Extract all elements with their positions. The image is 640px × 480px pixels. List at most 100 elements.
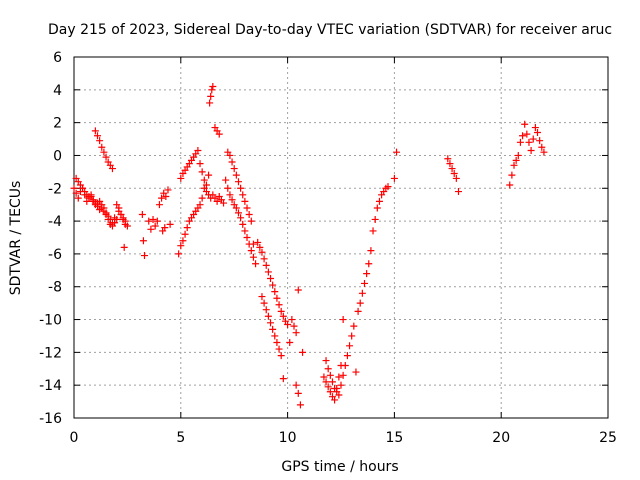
data-point bbox=[198, 168, 206, 176]
data-point bbox=[228, 158, 236, 166]
data-point bbox=[269, 325, 277, 333]
data-point bbox=[198, 194, 206, 202]
data-point bbox=[367, 247, 375, 255]
plot-frame bbox=[73, 56, 609, 419]
data-point bbox=[354, 307, 362, 315]
data-point bbox=[247, 217, 255, 225]
data-point bbox=[279, 312, 287, 320]
data-point bbox=[337, 381, 345, 389]
data-point bbox=[273, 339, 281, 347]
data-point bbox=[166, 220, 174, 228]
data-point bbox=[91, 127, 99, 135]
data-point bbox=[326, 388, 334, 396]
data-point bbox=[228, 196, 236, 204]
data-point bbox=[237, 184, 245, 192]
data-point bbox=[262, 261, 270, 269]
data-point bbox=[348, 332, 356, 340]
data-point bbox=[292, 381, 300, 389]
data-point bbox=[230, 165, 238, 173]
data-point bbox=[249, 253, 257, 261]
data-point bbox=[335, 373, 343, 381]
data-point bbox=[299, 348, 307, 356]
data-point bbox=[331, 396, 339, 404]
x-axis-label: GPS time / hours bbox=[281, 459, 398, 475]
data-point bbox=[93, 202, 101, 210]
data-point bbox=[113, 215, 121, 223]
data-point bbox=[356, 299, 364, 307]
data-point bbox=[209, 83, 217, 91]
data-point bbox=[241, 227, 249, 235]
data-point bbox=[294, 389, 302, 397]
data-point bbox=[164, 186, 172, 194]
data-point bbox=[226, 191, 234, 199]
data-point bbox=[200, 176, 208, 184]
chart-title: Day 215 of 2023, Sidereal Day-to-day VTE… bbox=[48, 22, 612, 38]
y-tick-label: -2 bbox=[48, 181, 62, 197]
data-point bbox=[258, 293, 266, 301]
data-point bbox=[375, 197, 383, 205]
data-point bbox=[254, 238, 262, 246]
data-point bbox=[262, 306, 270, 314]
x-tick-label: 10 bbox=[279, 430, 297, 446]
data-point bbox=[446, 160, 454, 168]
data-point bbox=[267, 275, 275, 283]
data-point bbox=[352, 368, 360, 376]
data-point bbox=[237, 214, 245, 222]
data-point bbox=[322, 378, 330, 386]
data-point bbox=[363, 270, 371, 278]
data-point bbox=[155, 201, 163, 209]
data-point bbox=[271, 288, 279, 296]
data-point bbox=[100, 204, 108, 212]
data-point bbox=[508, 171, 516, 179]
data-point bbox=[72, 189, 80, 197]
y-tick-label: 0 bbox=[53, 148, 62, 164]
data-point bbox=[194, 147, 202, 155]
data-point bbox=[365, 260, 373, 268]
data-point bbox=[207, 92, 215, 100]
data-point bbox=[161, 224, 169, 232]
data-point bbox=[220, 199, 228, 207]
data-point bbox=[514, 151, 522, 159]
data-point bbox=[256, 243, 264, 251]
data-point bbox=[98, 143, 106, 151]
data-point bbox=[275, 301, 283, 309]
data-point bbox=[369, 227, 377, 235]
data-point bbox=[145, 217, 153, 225]
data-point bbox=[339, 371, 347, 379]
data-point bbox=[205, 171, 213, 179]
data-point bbox=[175, 250, 183, 258]
y-tick-label: -12 bbox=[39, 345, 62, 361]
data-point bbox=[343, 352, 351, 360]
data-point bbox=[538, 143, 546, 151]
data-point bbox=[196, 201, 204, 209]
data-point bbox=[516, 138, 524, 146]
y-axis-label: SDTVAR / TECUs bbox=[8, 181, 24, 296]
data-point bbox=[104, 215, 112, 223]
data-point bbox=[350, 322, 358, 330]
data-point bbox=[267, 319, 275, 327]
data-point bbox=[450, 170, 458, 178]
data-point bbox=[328, 378, 336, 386]
data-point bbox=[452, 174, 460, 182]
data-point bbox=[290, 322, 298, 330]
data-point bbox=[179, 237, 187, 245]
data-point bbox=[123, 222, 131, 230]
data-point bbox=[393, 148, 401, 156]
x-tick-label: 25 bbox=[599, 430, 617, 446]
y-tick-label: 6 bbox=[53, 50, 62, 66]
data-point bbox=[102, 153, 110, 161]
x-tick-label: 20 bbox=[492, 430, 510, 446]
data-point bbox=[202, 181, 210, 189]
data-point bbox=[512, 156, 520, 164]
data-point bbox=[215, 130, 223, 138]
data-point bbox=[252, 260, 260, 268]
data-point bbox=[232, 204, 240, 212]
data-point bbox=[243, 204, 251, 212]
data-point bbox=[525, 138, 533, 146]
data-point bbox=[100, 148, 108, 156]
data-point bbox=[521, 120, 529, 128]
data-point bbox=[273, 294, 281, 302]
data-point bbox=[286, 339, 294, 347]
data-point bbox=[183, 224, 191, 232]
